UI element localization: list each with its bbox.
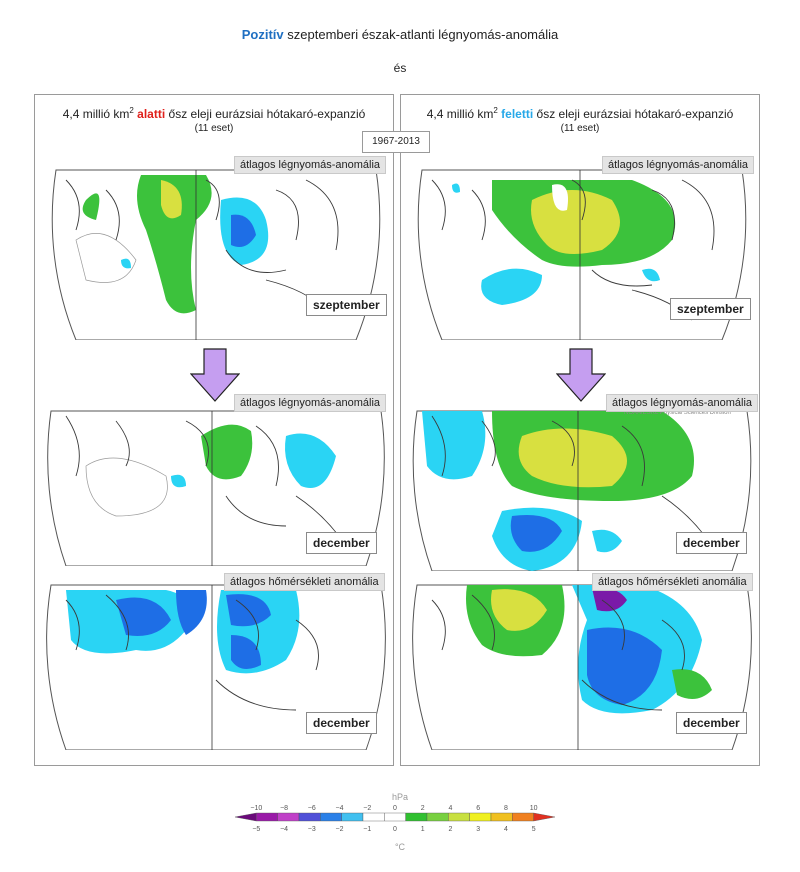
colorbar-celsius-tick: 4 [504, 826, 508, 833]
title-conjunction: és [393, 61, 407, 75]
colorbar-unit-celsius: °C [395, 842, 406, 852]
colorbar-hpa-tick: −6 [308, 805, 316, 812]
left-column-heading: 4,4 millió km2 alatti ősz eleji eurázsia… [35, 103, 393, 122]
right-heading-sup: 2 [493, 106, 498, 115]
colorbar-celsius-tick: −2 [336, 826, 344, 833]
right-column-cases: (11 eset) [560, 123, 600, 134]
colorbar-swatch [320, 812, 342, 822]
page-title: Pozitív szeptemberi észak-atlanti légnyo… [0, 27, 800, 42]
left-tag-3: átlagos hőmérsékleti anomália [224, 573, 385, 591]
left-map-september-pressure [46, 160, 386, 340]
colorbar-hpa-tick: 0 [393, 805, 397, 812]
colorbar-celsius-tick: 1 [421, 826, 425, 833]
colorbar-swatch [277, 812, 300, 822]
colorbar-celsius-tick: −3 [308, 826, 316, 833]
right-map-september-pressure [412, 160, 752, 340]
left-month-1: szeptember [306, 294, 387, 316]
colorbar-hpa-tick: 4 [449, 805, 453, 812]
right-heading-highlight: feletti [501, 107, 534, 121]
colorbar-swatch [405, 812, 428, 822]
right-month-2: december [676, 532, 747, 554]
title-rest: szeptemberi észak-atlanti légnyomás-anom… [287, 27, 559, 42]
colorbar-hpa-tick: 8 [504, 805, 508, 812]
right-map-december-pressure [412, 406, 752, 571]
colorbar-celsius-tick: −5 [252, 826, 260, 833]
left-map-december-pressure [46, 406, 386, 566]
colorbar-swatch [448, 812, 470, 822]
colorbar-celsius-tick: 3 [476, 826, 480, 833]
colorbar-swatch [362, 812, 385, 822]
left-heading-area: 4,4 millió km [62, 107, 130, 121]
colorbar-swatch [490, 812, 513, 822]
left-month-2: december [306, 532, 377, 554]
left-heading-text: ősz eleji eurázsiai hótakaró-expanzió [168, 107, 366, 121]
right-column-heading: 4,4 millió km2 feletti ősz eleji eurázsi… [401, 103, 759, 122]
title-emphasis: Pozitív [241, 27, 284, 42]
left-heading-highlight: alatti [137, 107, 166, 121]
colorbar-hpa-tick: −4 [336, 805, 344, 812]
colorbar-swatch [426, 812, 449, 822]
colorbar-swatch [234, 812, 257, 822]
colorbar-hpa-tick: 2 [421, 805, 425, 812]
right-month-1: szeptember [670, 298, 751, 320]
colorbar-hpa-tick: 6 [476, 805, 480, 812]
left-column-cases: (11 eset) [194, 123, 234, 134]
right-map-december-temperature [412, 580, 752, 750]
colorbar-celsius-tick: 5 [532, 826, 536, 833]
period-label: 1967-2013 [362, 131, 430, 153]
left-tag-2: átlagos légnyomás-anomália [234, 394, 387, 412]
colorbar-celsius-tick: −4 [280, 826, 288, 833]
left-heading-sup: 2 [129, 106, 134, 115]
colorbar-swatch [512, 812, 534, 822]
left-map-december-temperature [46, 580, 386, 750]
colorbar-hpa-tick: 10 [530, 805, 538, 812]
colorbar-celsius-tick: 0 [393, 826, 397, 833]
right-tag-2: átlagos légnyomás-anomália [606, 394, 759, 412]
colorbar-celsius-tick: 2 [449, 826, 453, 833]
right-tag-1: átlagos légnyomás-anomália [602, 156, 755, 174]
colorbar-swatch [384, 812, 406, 822]
right-down-arrow-icon [556, 348, 606, 402]
colorbar-hpa-tick: −2 [363, 805, 371, 812]
colorbar-hpa-tick: −8 [280, 805, 288, 812]
colorbar-swatch [341, 812, 364, 822]
right-tag-3: átlagos hőmérsékleti anomália [592, 573, 753, 591]
right-heading-area: 4,4 millió km [426, 107, 494, 121]
left-down-arrow-icon [190, 348, 240, 402]
colorbar-swatch [469, 812, 492, 822]
left-month-3: december [306, 712, 377, 734]
colorbar-hpa-tick: −10 [250, 805, 262, 812]
colorbar-unit-hpa: hPa [392, 793, 408, 802]
colorbar: hPa −10 −8 −6 −4 −2 0 2 4 6 8 10 −5 −4 −3 −2 −1 0 1 2 3 4 5 … [225, 793, 575, 853]
left-tag-1: átlagos légnyomás-anomália [234, 156, 387, 174]
colorbar-swatch [533, 812, 556, 822]
right-heading-text: ősz eleji eurázsiai hótakaró-expanzió [536, 107, 734, 121]
data-credit: NOAA/ESRL Physical Sciences Division [624, 410, 731, 416]
colorbar-swatch [256, 812, 278, 822]
colorbar-swatch [298, 812, 321, 822]
colorbar-celsius-tick: −1 [363, 826, 371, 833]
right-month-3: december [676, 712, 747, 734]
